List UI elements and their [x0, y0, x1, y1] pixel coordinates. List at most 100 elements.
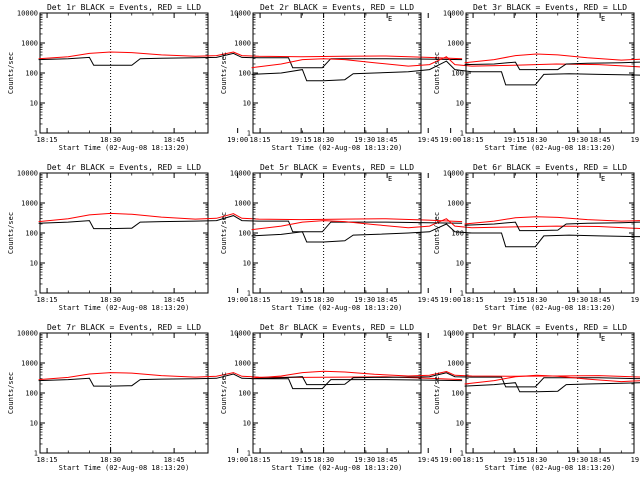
y-tick-label: 100	[238, 390, 251, 398]
y-tick-label: 10000	[230, 330, 251, 338]
y-tick-label: 10	[30, 260, 38, 268]
x-tick-label: 19:00	[227, 136, 248, 144]
e-marker: E	[388, 175, 392, 183]
plot-frame	[465, 332, 635, 454]
x-tick-label: 18:30	[313, 296, 334, 304]
panel-title: Det 7r BLACK = Events, RED = LLD	[47, 323, 201, 332]
series-lld-line	[464, 216, 640, 225]
y-tick-label: 100	[451, 390, 464, 398]
plot-frame	[39, 172, 209, 294]
y-tick-label: 1	[460, 450, 464, 458]
y-axis-label: Counts/sec	[7, 372, 15, 414]
x-axis-label: Start Time (02-Aug-08 18:13:20)	[272, 144, 403, 152]
series-lld-line	[251, 218, 640, 231]
series-lld-line	[464, 374, 640, 385]
x-tick-label: 19:30	[567, 296, 588, 304]
x-tick-label: 19:30	[354, 136, 375, 144]
y-tick-label: 10000	[17, 10, 38, 18]
x-tick-label: 18:30	[526, 296, 547, 304]
x-tick-label: 19:45	[631, 296, 640, 304]
y-tick-label: 100	[25, 70, 38, 78]
y-tick-label: 1	[460, 290, 464, 298]
series-events-line	[464, 221, 640, 232]
y-tick-label: 10	[243, 420, 251, 428]
x-tick-label: 18:45	[164, 296, 185, 304]
panel-title: Det 1r BLACK = Events, RED = LLD	[47, 3, 201, 12]
e-marker: E	[601, 175, 605, 183]
y-tick-label: 1000	[21, 360, 38, 368]
y-tick-label: 10000	[230, 10, 251, 18]
x-tick-label: 19:15	[291, 136, 312, 144]
y-tick-label: 1	[247, 450, 251, 458]
series-lld-line	[38, 372, 463, 381]
series-events-line	[464, 382, 640, 393]
x-tick-label: 19:15	[504, 456, 525, 464]
x-axis-label: Start Time (02-Aug-08 18:13:20)	[59, 144, 190, 152]
y-tick-label: 10	[456, 260, 464, 268]
panel-title: Det 2r BLACK = Events, RED = LLD	[260, 3, 414, 12]
x-tick-label: 19:15	[291, 296, 312, 304]
panel-title: Det 4r BLACK = Events, RED = LLD	[47, 163, 201, 172]
plot-frame	[39, 332, 209, 454]
x-tick-label: 18:45	[164, 456, 185, 464]
y-tick-label: 1000	[447, 360, 464, 368]
x-tick-label: 18:15	[37, 296, 58, 304]
series-lld-line	[464, 53, 640, 64]
x-tick-label: 19:45	[418, 456, 439, 464]
x-tick-label: 18:15	[463, 456, 484, 464]
series-events-line	[251, 60, 640, 86]
panel-9: Det 9r BLACK = Events, RED = LLD 1 10 100 10…	[433, 323, 640, 472]
y-tick-label: 10000	[443, 170, 464, 178]
y-tick-label: 1	[460, 130, 464, 138]
y-tick-label: 10000	[443, 330, 464, 338]
y-tick-label: 1000	[21, 40, 38, 48]
y-tick-label: 10	[456, 420, 464, 428]
x-tick-label: 18:15	[250, 456, 271, 464]
x-tick-label: 19:30	[567, 456, 588, 464]
series-events-line	[464, 61, 640, 71]
e-marker: E	[601, 15, 605, 23]
x-tick-label: 19:45	[418, 136, 439, 144]
x-tick-label: 18:45	[590, 136, 611, 144]
plot-frame	[252, 332, 422, 454]
x-tick-label: 18:45	[377, 296, 398, 304]
panel-title: Det 6r BLACK = Events, RED = LLD	[473, 163, 627, 172]
y-tick-label: 100	[451, 230, 464, 238]
y-axis-label: Counts/sec	[433, 52, 441, 94]
y-tick-label: 10	[243, 100, 251, 108]
plot-frame	[252, 172, 422, 294]
x-tick-label: 19:00	[440, 456, 461, 464]
y-tick-label: 1	[247, 130, 251, 138]
y-tick-label: 10	[30, 420, 38, 428]
panel-4: Det 4r BLACK = Events, RED = LLD 1 10 100 10…	[7, 163, 463, 312]
y-tick-label: 100	[451, 70, 464, 78]
e-marker: E	[388, 15, 392, 23]
y-axis-label: Counts/sec	[220, 52, 228, 94]
y-tick-label: 1	[34, 130, 38, 138]
x-tick-label: 19:15	[291, 456, 312, 464]
series-events-line	[38, 373, 463, 390]
x-tick-label: 19:30	[567, 136, 588, 144]
panel-title: Det 5r BLACK = Events, RED = LLD	[260, 163, 414, 172]
x-tick-label: 18:30	[100, 296, 121, 304]
series-events-line	[251, 372, 640, 388]
x-tick-label: 19:00	[440, 136, 461, 144]
y-tick-label: 1	[34, 290, 38, 298]
panel-2: Det 2r BLACK = Events, RED = LLD 1 10 100 10…	[220, 3, 640, 152]
x-tick-label: 19:00	[440, 296, 461, 304]
y-tick-label: 10	[456, 100, 464, 108]
x-tick-label: 18:30	[313, 136, 334, 144]
x-tick-label: 18:45	[590, 296, 611, 304]
y-tick-label: 10000	[17, 170, 38, 178]
x-tick-label: 18:30	[313, 456, 334, 464]
y-tick-label: 1	[247, 290, 251, 298]
x-tick-label: 18:30	[100, 456, 121, 464]
series-lld-line	[251, 370, 640, 379]
y-tick-label: 100	[25, 390, 38, 398]
panel-6: Det 6r BLACK = Events, RED = LLD 1 10 100 10…	[433, 163, 640, 312]
x-tick-label: 19:45	[631, 456, 640, 464]
x-axis-label: Start Time (02-Aug-08 18:13:20)	[59, 464, 190, 472]
y-tick-label: 10	[243, 260, 251, 268]
